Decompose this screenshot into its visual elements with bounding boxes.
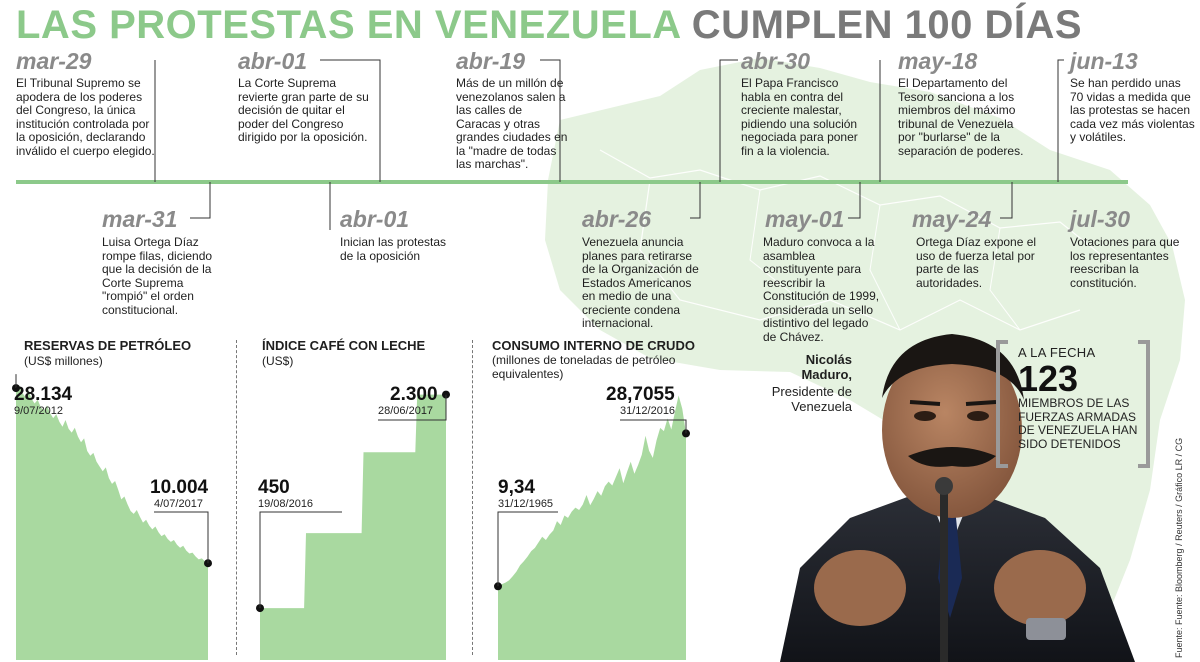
chart-1-start-point bbox=[12, 384, 20, 393]
fact-box-brackets bbox=[996, 340, 1150, 468]
event-date-may-18: may-18 bbox=[898, 48, 978, 74]
chart-2-start-date: 19/08/2016 bbox=[258, 498, 314, 510]
event-date-jul-30: jul-30 bbox=[1070, 206, 1131, 232]
event-text-abr-19: Más de un millón de venezolanos salen a … bbox=[456, 76, 568, 171]
event-date-may-24: may-24 bbox=[912, 206, 992, 232]
page-title: LAS PROTESTAS EN VENEZUELA CUMPLEN 100 D… bbox=[16, 2, 1082, 48]
event-text-jun-13: Se han perdido unas 70 vidas a medida qu… bbox=[1070, 76, 1195, 144]
chart-1-end-date: 4/07/2017 bbox=[154, 498, 203, 510]
event-text-abr-30: El Papa Francisco habla en contra del cr… bbox=[741, 76, 858, 158]
chart-3-end-value: 28,7055 bbox=[606, 384, 675, 405]
event-text-abr-01-bottom: Inician las protestas de la oposición bbox=[340, 235, 447, 263]
event-text-jul-30: Votaciones para que los representantes r… bbox=[1070, 235, 1180, 290]
chart-3-start-date: 31/12/1965 bbox=[498, 498, 554, 510]
chart-2-start-guide bbox=[259, 511, 342, 609]
fact-heading: A LA FECHA bbox=[1018, 345, 1096, 360]
event-date-mar-29: mar-29 bbox=[16, 48, 92, 74]
chart-1-title: RESERVAS DE PETRÓLEO bbox=[24, 338, 192, 353]
event-date-abr-26: abr-26 bbox=[582, 206, 652, 232]
fact-number: 123 bbox=[1018, 358, 1079, 399]
person-name: Nicolás Maduro, bbox=[770, 352, 852, 382]
event-text-mar-31: Luisa Ortega Díaz rompe filas, diciendo … bbox=[102, 235, 213, 317]
person-role-line-2: Venezuela bbox=[791, 399, 852, 414]
event-date-may-01: may-01 bbox=[765, 206, 845, 232]
event-date-abr-30: abr-30 bbox=[741, 48, 811, 74]
chart-3-end-guide bbox=[620, 419, 687, 434]
source-credit: Fuente: Fuente: Bloomberg / Reuters / Gr… bbox=[1174, 437, 1184, 658]
event-date-abr-19: abr-19 bbox=[456, 48, 526, 74]
chart-1-start-date: 9/07/2012 bbox=[14, 405, 63, 417]
event-text-may-24: Ortega Díaz expone el uso de fuerza leta… bbox=[916, 235, 1037, 290]
event-date-mar-31: mar-31 bbox=[102, 206, 178, 232]
title-part-2: CUMPLEN 100 DÍAS bbox=[691, 3, 1083, 47]
person-name-line-2: Maduro, bbox=[801, 367, 852, 382]
chart-3-start-guide bbox=[497, 511, 558, 587]
portrait-photo bbox=[780, 334, 1135, 662]
chart-2-end-guide bbox=[378, 394, 447, 421]
chart-1-end-value: 10.004 bbox=[150, 477, 209, 498]
event-text-abr-26: Venezuela anuncia planes para retirarse … bbox=[582, 235, 699, 330]
event-text-abr-01-top: La Corte Suprema revierte gran parte de … bbox=[238, 76, 369, 144]
person-name-line-1: Nicolás bbox=[805, 352, 852, 367]
chart-1-end-guide bbox=[154, 511, 209, 564]
event-date-abr-01-top: abr-01 bbox=[238, 48, 308, 74]
event-text-mar-29: El Tribunal Supremo se apodera de los po… bbox=[16, 76, 155, 158]
chart-divider-2 bbox=[472, 340, 473, 655]
timeline-axis bbox=[16, 180, 1128, 184]
chart-1-subtitle: (US$ millones) bbox=[24, 354, 103, 368]
event-date-abr-01-bottom: abr-01 bbox=[340, 206, 410, 232]
chart-2-start-value: 450 bbox=[258, 477, 290, 498]
chart-2-end-date: 28/06/2017 bbox=[378, 405, 434, 417]
event-text-may-18: El Departamento del Tesoro sanciona a lo… bbox=[898, 76, 1024, 158]
chart-divider-1 bbox=[236, 340, 237, 655]
event-text-may-01: Maduro convoca a la asamblea constituyen… bbox=[763, 235, 880, 344]
chart-3-title: CONSUMO INTERNO DE CRUDO bbox=[492, 338, 695, 353]
person-role-line-1: Presidente de bbox=[771, 384, 852, 399]
chart-1-area bbox=[16, 385, 208, 660]
chart-2-end-value: 2.300 bbox=[390, 384, 438, 405]
chart-3-area bbox=[498, 395, 686, 660]
chart-3-subtitle: (millones de toneladas de petróleo equiv… bbox=[492, 353, 676, 381]
chart-3-start-value: 9,34 bbox=[498, 477, 535, 498]
fact-body: MIEMBROS DE LAS FUERZAS ARMADAS DE VENEZ… bbox=[1018, 396, 1138, 451]
title-part-1: LAS PROTESTAS EN VENEZUELA bbox=[16, 3, 681, 47]
chart-1-start-value: 28.134 bbox=[14, 384, 73, 405]
chart-2-subtitle: (US$) bbox=[262, 354, 294, 368]
chart-2-title: ÍNDICE CAFÉ CON LECHE bbox=[262, 338, 426, 353]
chart-2-area bbox=[260, 394, 446, 660]
person-role: Presidente de Venezuela bbox=[750, 384, 852, 414]
event-date-jun-13: jun-13 bbox=[1070, 48, 1138, 74]
chart-3-end-date: 31/12/2016 bbox=[620, 405, 676, 417]
